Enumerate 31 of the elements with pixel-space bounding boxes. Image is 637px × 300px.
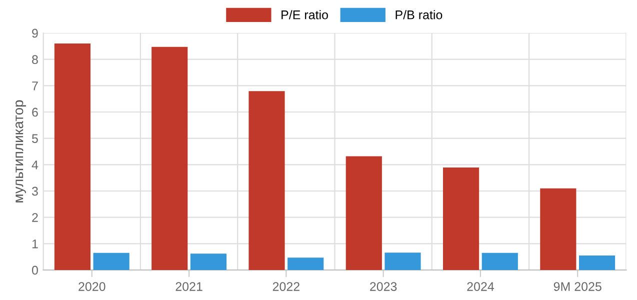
y-tick-label: 3	[32, 186, 38, 196]
x-tick-label: 2024	[467, 282, 494, 291]
bar	[54, 44, 90, 270]
legend-label: P/E ratio	[282, 10, 328, 20]
bar	[384, 252, 421, 270]
x-tick-label: 2023	[370, 282, 397, 291]
y-tick-label: 6	[32, 108, 38, 117]
y-tick-label: 4	[32, 160, 38, 170]
y-tick-label: 2	[32, 213, 38, 222]
x-tick-label: 2021	[176, 282, 202, 291]
y-tick-label: 5	[32, 134, 38, 143]
bar	[152, 46, 188, 270]
bar	[578, 255, 616, 270]
bar	[540, 188, 576, 270]
y-tick-label: 7	[32, 82, 38, 90]
bar	[248, 91, 285, 270]
y-tick-label: 1	[32, 240, 38, 248]
bar	[346, 156, 382, 270]
y-tick-label: 8	[32, 55, 38, 64]
bar	[93, 252, 130, 270]
x-tick-label: 9M 2025	[554, 282, 602, 291]
bar	[442, 168, 480, 270]
bar	[288, 258, 324, 270]
x-tick-label: 2022	[272, 282, 300, 291]
y-tick-label: 0	[32, 266, 38, 275]
x-tick-label: 2020	[78, 282, 106, 291]
bar	[190, 254, 226, 270]
y-tick-label: 9	[32, 28, 38, 38]
legend-label: P/B ratio	[396, 10, 442, 20]
y-axis-title: мультипликатор	[16, 100, 26, 202]
bar	[482, 252, 518, 270]
